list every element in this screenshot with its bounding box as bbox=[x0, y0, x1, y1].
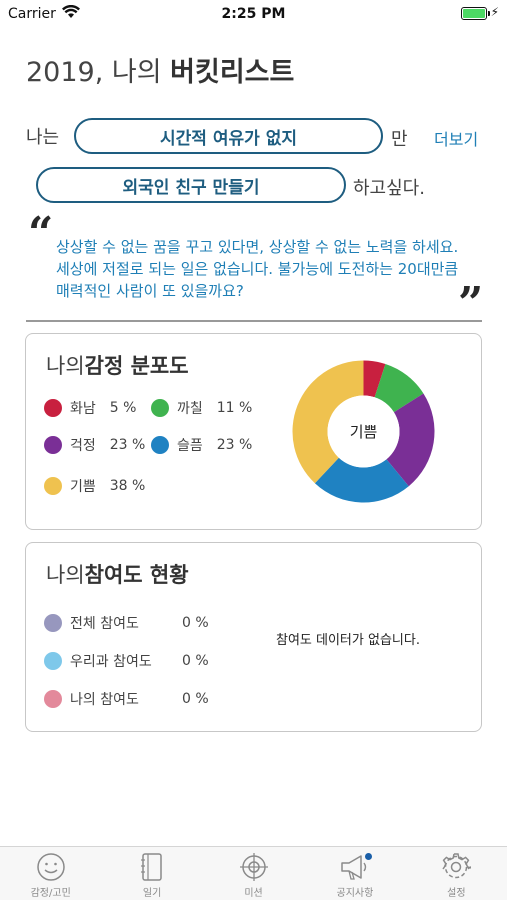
notification-badge bbox=[365, 853, 373, 860]
legend-pct: 23 % bbox=[109, 437, 146, 453]
participation-card: 나의참여도 현황 전체 참여도 0 % 우리과 참여도 0 % 나의 참여도 0… bbox=[25, 542, 482, 732]
donut-slice-슬픔 bbox=[314, 457, 409, 503]
legend-pct: 5 % bbox=[109, 400, 137, 416]
legend-dot bbox=[151, 436, 169, 454]
legend-label: 까칠 bbox=[177, 401, 203, 417]
tab-bar: 감정/고민 일기 미션 공지사항 설정 bbox=[0, 846, 507, 900]
emotion-card-title-prefix: 나의 bbox=[46, 354, 85, 378]
participation-dot bbox=[44, 652, 62, 670]
legend-pct: 11 % bbox=[216, 400, 253, 416]
tab-diary[interactable]: 일기 bbox=[101, 847, 202, 900]
participation-dot bbox=[44, 614, 62, 632]
tab-label: 일기 bbox=[142, 888, 162, 899]
open-quote-icon: “ bbox=[28, 208, 54, 259]
battery-icon bbox=[461, 7, 490, 20]
donut-svg bbox=[292, 360, 435, 503]
page-title: 2019, 나의 버킷리스트 bbox=[26, 50, 294, 89]
legend-item-picky: 까칠 11 % bbox=[151, 398, 252, 418]
legend-dot bbox=[44, 477, 62, 495]
participation-label: 전체 참여도 bbox=[70, 616, 139, 632]
gear-icon bbox=[439, 851, 473, 883]
participation-card-title-prefix: 나의 bbox=[46, 563, 85, 587]
divider bbox=[26, 320, 482, 322]
carrier-label: Carrier bbox=[8, 6, 56, 22]
smiley-icon bbox=[34, 851, 68, 883]
donut-slice-기쁨 bbox=[292, 360, 364, 484]
tab-notice[interactable]: 공지사항 bbox=[304, 847, 405, 900]
bucket-suffix: 하고싶다. bbox=[353, 178, 425, 199]
wifi-icon bbox=[62, 4, 80, 23]
wish-pill[interactable]: 외국인 친구 만들기 bbox=[36, 167, 346, 203]
legend-label: 기쁨 bbox=[70, 479, 96, 495]
emotion-donut-chart: 기쁨 bbox=[291, 359, 436, 504]
participation-pct: 0 % bbox=[182, 615, 209, 631]
bucket-lead-row: 나는 bbox=[26, 118, 59, 154]
tab-label: 공지사항 bbox=[336, 888, 374, 899]
no-participation-data-message: 참여도 데이터가 없습니다. bbox=[276, 633, 420, 648]
donut-slice-화남 bbox=[363, 360, 386, 398]
page-title-bold: 버킷리스트 bbox=[170, 57, 295, 88]
legend-dot bbox=[151, 399, 169, 417]
emotion-card-title-bold: 감정 분포도 bbox=[84, 354, 189, 378]
legend-item-angry: 화남 5 % bbox=[44, 398, 136, 418]
tab-mission[interactable]: 미션 bbox=[203, 847, 304, 900]
legend-item-worry: 걱정 23 % bbox=[44, 435, 145, 455]
participation-pct: 0 % bbox=[182, 691, 209, 707]
participation-dot bbox=[44, 690, 62, 708]
emotion-card-title: 나의감정 분포도 bbox=[46, 350, 189, 380]
participation-item-department: 우리과 참여도 0 % bbox=[44, 651, 209, 671]
page-title-prefix: 2019, 나의 bbox=[26, 57, 171, 88]
clock: 2:25 PM bbox=[221, 6, 286, 22]
bucket-connector: 만 bbox=[391, 129, 408, 150]
legend-pct: 38 % bbox=[109, 478, 146, 494]
participation-card-title: 나의참여도 현황 bbox=[46, 559, 189, 589]
charging-icon: ⚡ bbox=[490, 5, 499, 19]
legend-dot bbox=[44, 399, 62, 417]
notebook-icon bbox=[135, 851, 169, 883]
target-icon bbox=[237, 851, 271, 883]
legend-label: 걱정 bbox=[70, 438, 96, 454]
condition-pill[interactable]: 시간적 여유가 없지 bbox=[74, 118, 383, 154]
tab-label: 설정 bbox=[447, 888, 466, 899]
bucket-lead: 나는 bbox=[26, 127, 60, 148]
legend-dot bbox=[44, 436, 62, 454]
donut-center-label: 기쁨 bbox=[349, 423, 378, 441]
participation-item-total: 전체 참여도 0 % bbox=[44, 613, 209, 633]
tab-emotion[interactable]: 감정/고민 bbox=[0, 847, 101, 900]
tab-label: 감정/고민 bbox=[30, 888, 71, 899]
megaphone-icon bbox=[338, 851, 372, 883]
tab-settings[interactable]: 설정 bbox=[406, 847, 507, 900]
participation-label: 나의 참여도 bbox=[70, 692, 139, 708]
more-link[interactable]: 더보기 bbox=[434, 130, 479, 149]
donut-slice-걱정 bbox=[386, 393, 435, 487]
legend-item-sad: 슬픔 23 % bbox=[151, 435, 252, 455]
legend-pct: 23 % bbox=[216, 437, 253, 453]
status-bar: Carrier 2:25 PM ⚡ bbox=[0, 0, 507, 28]
emotion-distribution-card: 나의감정 분포도 화남 5 % 까칠 11 % 걱정 23 % 슬픔 23 % … bbox=[25, 333, 482, 530]
legend-label: 화남 bbox=[70, 401, 96, 417]
donut-slice-까칠 bbox=[374, 363, 424, 413]
tab-label: 미션 bbox=[244, 888, 263, 899]
legend-item-joy: 기쁨 38 % bbox=[44, 476, 145, 496]
legend-label: 슬픔 bbox=[177, 438, 203, 454]
donut-hole bbox=[327, 395, 400, 468]
participation-pct: 0 % bbox=[182, 653, 209, 669]
quote-text: 상상할 수 없는 꿈을 꾸고 있다면, 상상할 수 없는 노력을 하세요. 세상… bbox=[56, 238, 459, 300]
participation-item-mine: 나의 참여도 0 % bbox=[44, 689, 209, 709]
participation-label: 우리과 참여도 bbox=[70, 654, 152, 670]
participation-card-title-bold: 참여도 현황 bbox=[84, 563, 189, 587]
